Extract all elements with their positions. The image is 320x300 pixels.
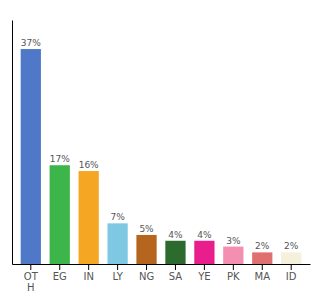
data-label: 2% [255,241,270,251]
x-tick: IN [83,264,93,282]
x-tick-mark [262,264,263,270]
x-tick: MA [255,264,271,282]
bar [281,252,301,264]
bar [21,49,41,264]
x-tick-label-line: LY [112,271,123,282]
x-tick-label: OTH [24,271,39,293]
x-tick-label-line: NG [139,271,154,282]
x-tick-mark [291,264,292,270]
data-label: 4% [168,230,183,240]
x-tick-label-line: YE [197,271,210,282]
chart: 37% 17% 16% 7% 5% 4% 4% 3% 2% 2% OTH EG IN LY NG SA YE PK… [0,0,320,300]
x-tick-mark [117,264,118,270]
data-labels: 37% 17% 16% 7% 5% 4% 4% 3% 2% 2% [21,38,299,251]
data-label: 3% [226,236,241,246]
x-tick: YE [197,264,210,282]
data-label: 17% [50,154,70,164]
x-tick: PK [227,264,240,282]
x-tick-label: MA [255,271,271,282]
x-tick: ID [286,264,297,282]
data-label: 37% [21,38,41,48]
bar [136,235,156,264]
x-tick-mark [233,264,234,270]
bar [194,241,214,264]
bar [107,223,127,264]
data-label: 7% [110,212,125,222]
bar [165,241,185,264]
y-axis-line [12,21,13,265]
x-tick: LY [112,264,123,282]
chart-container: 37% 17% 16% 7% 5% 4% 4% 3% 2% 2% OTH EG IN LY NG SA YE PK… [0,0,320,300]
bars [21,49,302,264]
data-label: 2% [284,241,299,251]
x-tick-label: SA [169,271,183,282]
data-label: 16% [79,160,99,170]
x-tick: NG [139,264,154,282]
x-tick-label-line: IN [83,271,93,282]
x-tick-label-line: OT [24,271,39,282]
x-tick: EG [53,264,67,282]
data-label: 4% [197,230,212,240]
x-tick-label-line: EG [53,271,67,282]
x-tick-label-line: MA [255,271,271,282]
bar [223,247,243,264]
bar [79,171,99,264]
x-tick-mark [204,264,205,270]
x-tick-mark [30,264,31,270]
x-tick-label: YE [197,271,210,282]
x-tick-label-line: PK [227,271,240,282]
x-tick-label-line: H [27,282,35,293]
x-tick-label: EG [53,271,67,282]
x-tick-mark [175,264,176,270]
x-tick-label: ID [286,271,297,282]
x-tick-mark [146,264,147,270]
x-tick-label: LY [112,271,123,282]
x-tick-mark [88,264,89,270]
bar [50,165,70,264]
bar [252,252,272,264]
x-tick-label-line: SA [169,271,183,282]
y-axis [12,21,13,265]
x-axis: OTH EG IN LY NG SA YE PK MA ID [13,264,311,293]
x-tick: SA [169,264,183,282]
x-tick-label: PK [227,271,240,282]
x-tick: OTH [24,264,39,293]
x-tick-label-line: ID [286,271,297,282]
x-tick-label: NG [139,271,154,282]
x-axis-line [13,264,311,265]
data-label: 5% [139,224,154,234]
x-tick-label: IN [83,271,93,282]
x-tick-mark [59,264,60,270]
